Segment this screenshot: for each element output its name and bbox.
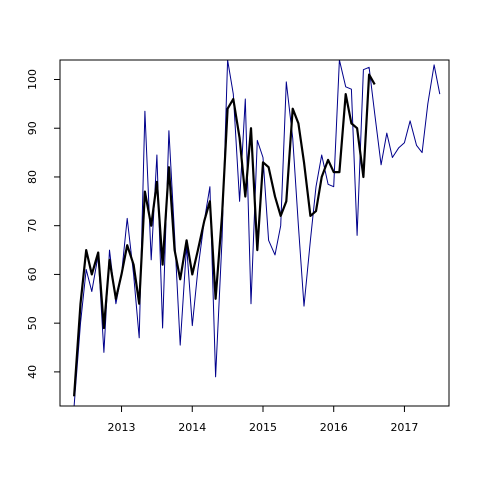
x-tick-label: 2016 [320,421,348,434]
x-tick-label: 2014 [178,421,206,434]
x-tick-label: 2013 [108,421,136,434]
plot-frame [59,59,450,407]
series-layer [73,60,441,406]
x-tick-label: 2015 [249,421,277,434]
y-tick-label: 60 [26,267,39,281]
y-tick-label: 70 [26,219,39,233]
y-tick-label: 50 [26,316,39,330]
series-line-0 [73,60,441,406]
y-tick-label: 100 [26,69,39,90]
y-tick-label: 90 [26,121,39,135]
axis-layer: 2013 2014 2015 2016 2017 40 50 60 70 80 90 100 [26,69,418,434]
y-tick-label: 40 [26,365,39,379]
series-line-1 [73,73,376,397]
x-tick-label: 2017 [390,421,418,434]
y-tick-label: 80 [26,170,39,184]
